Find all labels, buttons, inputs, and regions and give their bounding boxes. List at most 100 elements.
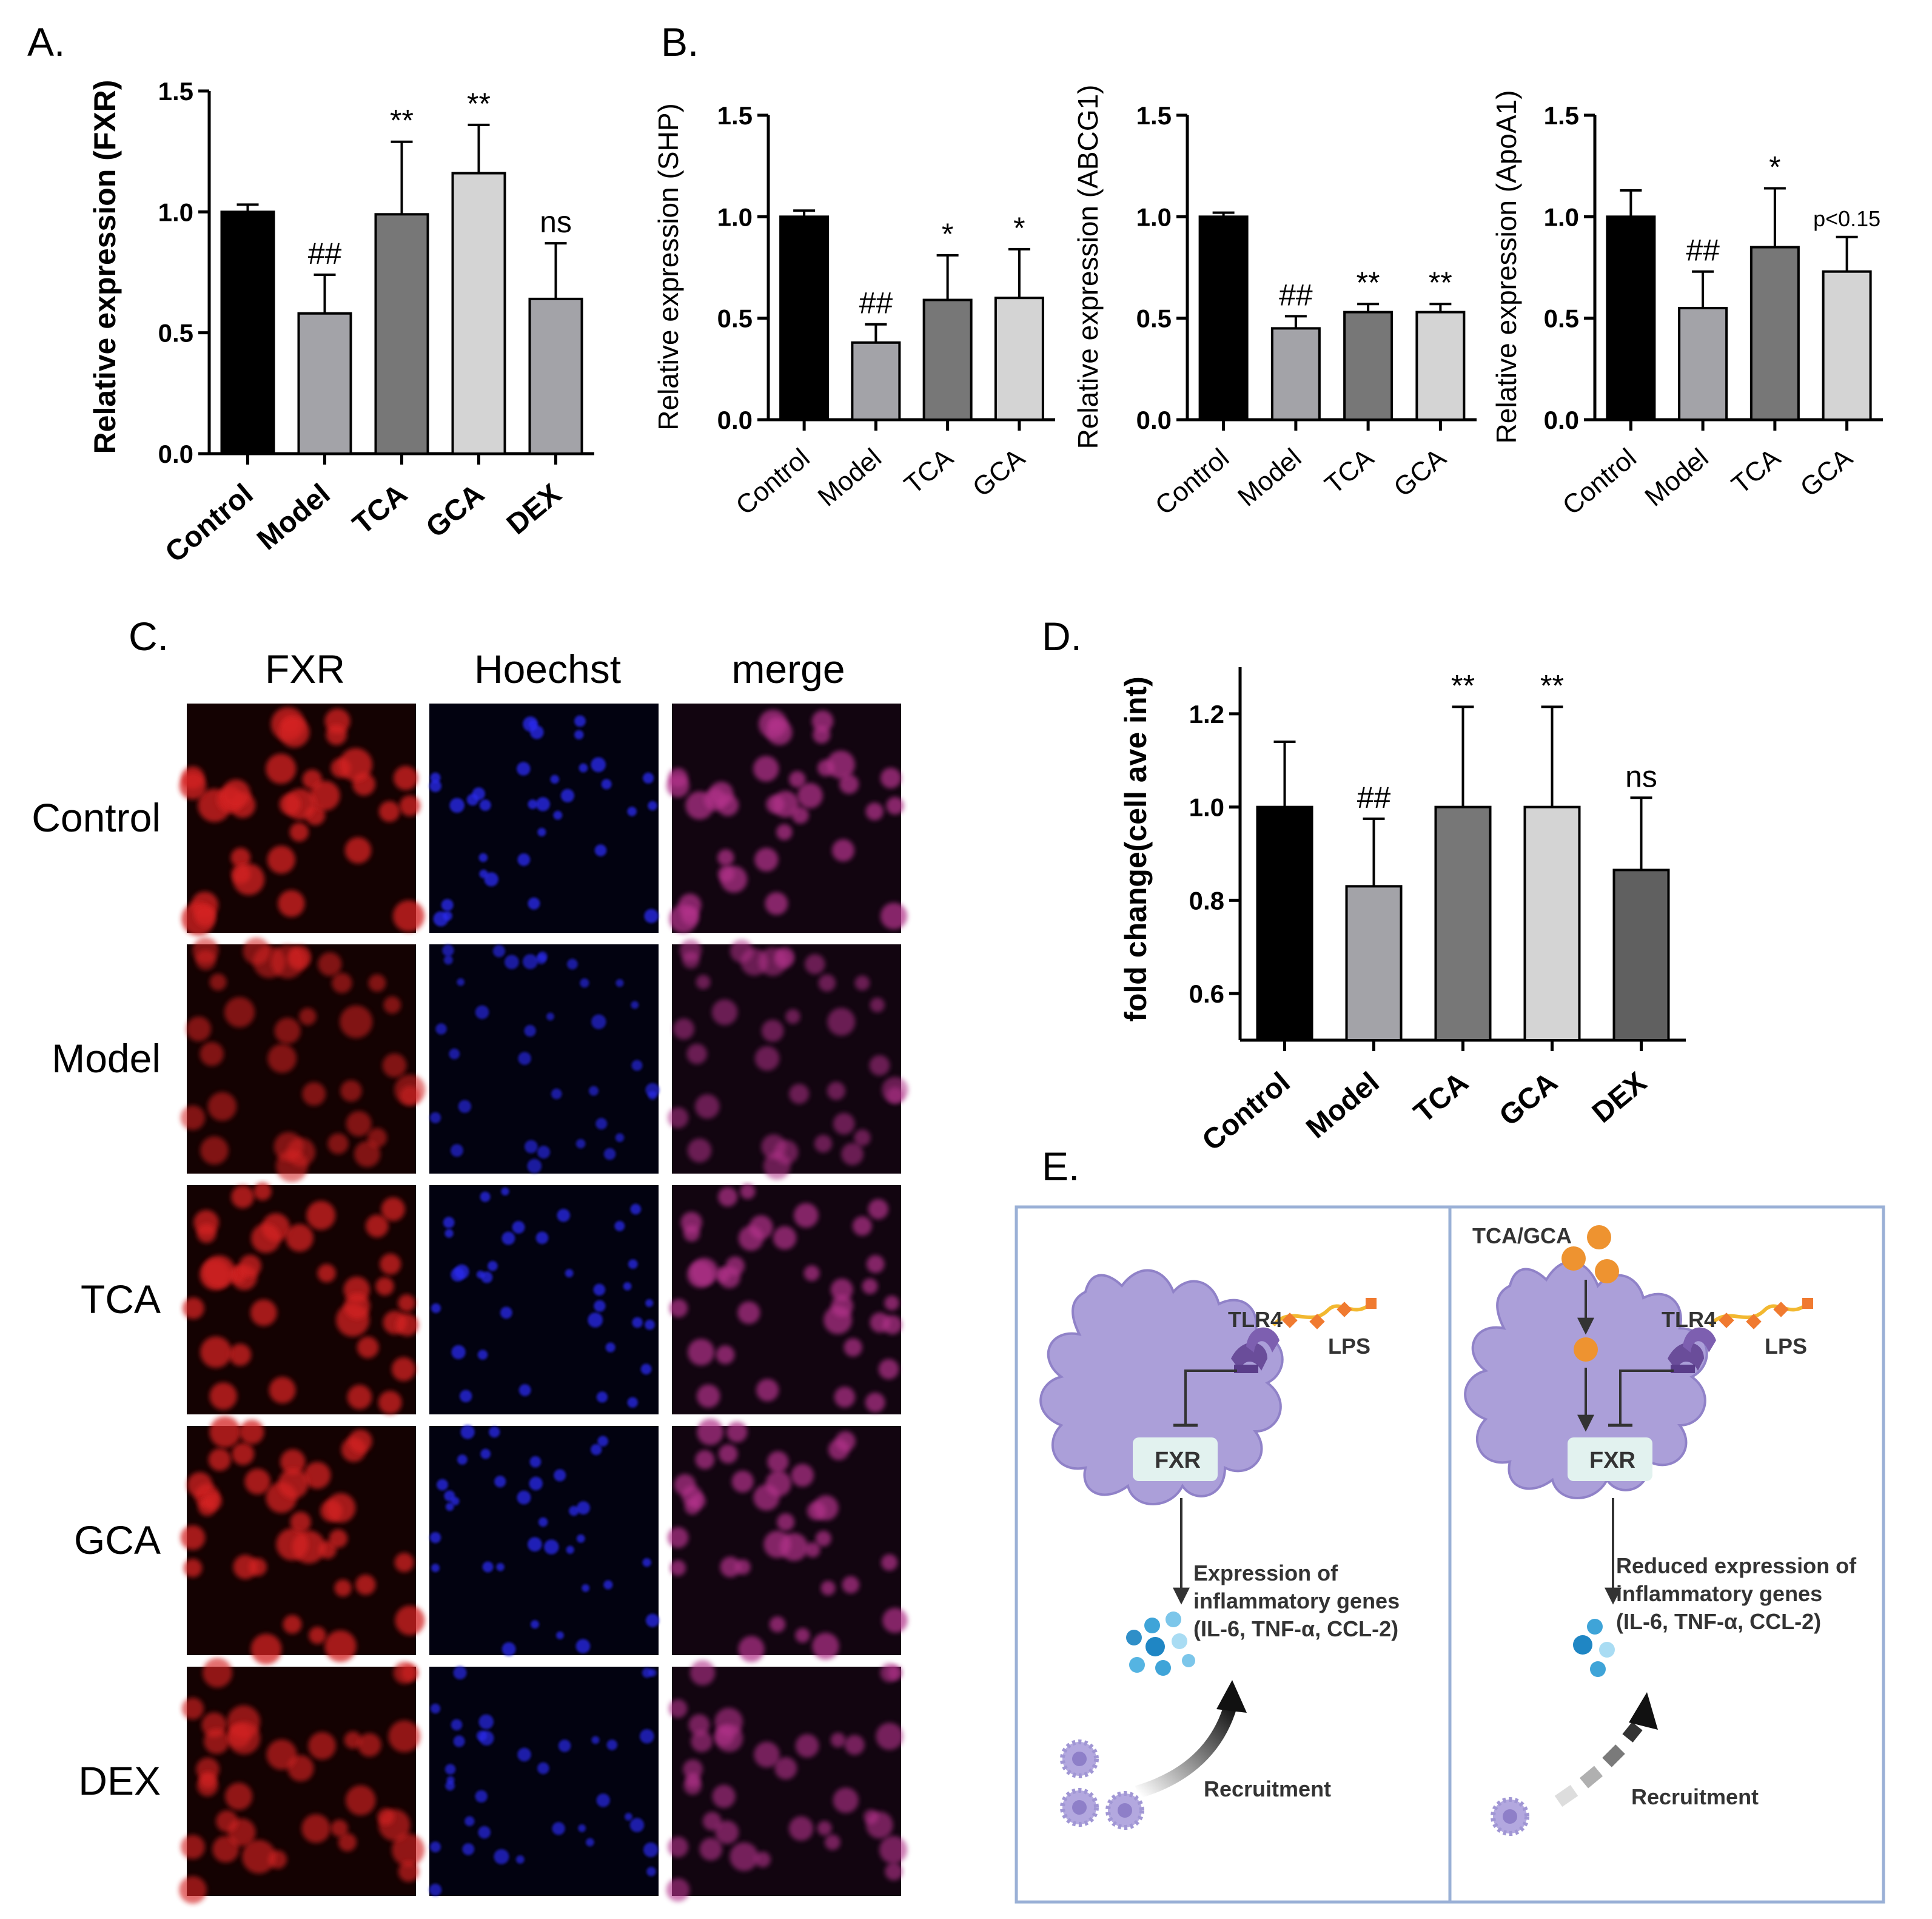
bar-tca (374, 213, 429, 455)
microscopy-image (183, 1182, 419, 1414)
y-tick-label: 1.0 (1189, 793, 1224, 822)
significance-label: ns (540, 205, 572, 239)
category-label: Control (1150, 443, 1235, 521)
bar-dex (528, 297, 583, 455)
category-label: Control (1557, 443, 1642, 521)
category-label: Model (1232, 443, 1307, 513)
category-label: Model (1300, 1066, 1385, 1145)
panel-letter-e: E. (1042, 1144, 1079, 1189)
category-label: GCA (967, 443, 1031, 503)
bar-model (1270, 327, 1321, 422)
y-tick-label: 1.5 (1136, 101, 1172, 130)
y-axis-label: Relative expression (SHP) (652, 103, 684, 430)
significance-label: ## (1279, 278, 1313, 312)
fxr-box-left (1133, 1437, 1218, 1481)
microscopy-image (180, 1416, 425, 1665)
inhibition-arrow-left (1184, 1370, 1237, 1424)
y-tick-label: 0.8 (1189, 886, 1224, 915)
tlr4-receptor-right (1668, 1327, 1716, 1373)
bar-control (220, 210, 275, 455)
bar-tca (1434, 805, 1492, 1041)
category-label: TCA (1408, 1066, 1475, 1129)
category-label: DEX (501, 478, 568, 541)
significance-label: ** (1357, 266, 1380, 300)
panel-letter-d: D. (1042, 614, 1082, 659)
category-label: Model (813, 443, 887, 513)
microscopy-image (429, 1665, 659, 1897)
tlr4-receptor-left (1231, 1327, 1280, 1373)
y-tick-label: 1.5 (158, 77, 193, 106)
cytokines-left (1126, 1611, 1195, 1676)
bar-gca (1415, 311, 1466, 421)
y-axis-label: Relative expression (FXR) (88, 80, 122, 454)
panel-letter-b: B. (661, 19, 699, 64)
microscopy-image (666, 1660, 908, 1902)
bar-tca (1343, 311, 1394, 421)
y-tick-label: 1.0 (1544, 203, 1579, 231)
microscopy-image (180, 937, 426, 1182)
bar-model (851, 341, 901, 421)
microscopy-image (429, 944, 660, 1174)
y-tick-label: 0.0 (1136, 406, 1172, 434)
category-label: GCA (1388, 443, 1452, 503)
y-tick-label: 1.0 (717, 203, 753, 231)
expression-text-left-1: Expression of (1193, 1561, 1338, 1585)
category-label: GCA (1795, 443, 1859, 503)
y-tick-label: 0.5 (717, 304, 753, 333)
category-label: DEX (1586, 1066, 1653, 1129)
diagram-right-box (1448, 1205, 1885, 1904)
bar-dex (1612, 869, 1670, 1041)
microscopy-column-label: merge (731, 647, 845, 691)
microscopy-column-label: FXR (265, 647, 345, 691)
microscopy-image (669, 1183, 902, 1414)
category-label: TCA (1320, 443, 1380, 500)
chart-fold-change: 0.6 0.8 1.0 1.2 fold change(cell ave int) Con… (1119, 667, 1686, 1157)
bar-tca (922, 298, 973, 421)
category-label: Model (1639, 443, 1714, 513)
category-label: TCA (1726, 443, 1786, 500)
significance-label: ## (1686, 234, 1720, 267)
significance-label: ** (1451, 668, 1475, 702)
y-tick-label: 0.5 (1136, 304, 1172, 333)
bar-gca (451, 172, 506, 455)
mechanism-diagram: TLR4 LPS FXR Expression of inflammatory … (1015, 1205, 1885, 1904)
chart-apoa1-expression: 0.0 0.5 1.0 1.5 Relative expression (ApoA1) C… (1491, 90, 1883, 521)
y-axis-label: Relative expression (ApoA1) (1491, 90, 1522, 444)
category-label: Control (730, 443, 815, 521)
bar-gca (1523, 805, 1581, 1041)
y-tick-label: 1.2 (1189, 700, 1224, 728)
microscopy-row-label: Control (32, 795, 161, 840)
significance-label: ## (859, 286, 893, 320)
significance-label: ** (467, 87, 491, 121)
expression-text-right-1: Reduced expression of (1616, 1553, 1857, 1578)
immune-cells-right (1491, 1797, 1529, 1836)
immune-cells-left (1060, 1739, 1144, 1830)
microscopy-image (666, 704, 908, 933)
y-tick-label: 1.5 (1544, 101, 1579, 130)
microscopy-row-label: GCA (74, 1517, 161, 1562)
category-label: Model (251, 478, 336, 557)
lps-label-left: LPS (1328, 1334, 1370, 1359)
expression-text-left-2: inflammatory genes (1193, 1588, 1400, 1613)
bar-gca (994, 297, 1044, 422)
microscopy-row-label: Model (52, 1036, 161, 1081)
chart-shp-expression: 0.0 0.5 1.0 1.5 Relative expression (SHP) Con… (652, 101, 1055, 521)
significance-label: ** (1429, 266, 1452, 300)
fxr-label-left: FXR (1155, 1448, 1201, 1473)
macrophage-cell-left (1039, 1269, 1284, 1505)
bar-model (1345, 885, 1403, 1041)
bar-tca (1749, 246, 1800, 421)
chart-fxr-expression: 0.0 0.5 1.0 1.5 Relative expression (FXR) Con… (88, 77, 594, 569)
significance-label: ns (1625, 759, 1657, 793)
y-tick-label: 0.5 (158, 319, 193, 348)
microscopy-image (667, 1419, 908, 1662)
tlr4-label-right: TLR4 (1662, 1307, 1716, 1332)
expression-text-right-2: inflammatory genes (1616, 1581, 1822, 1606)
inhibition-arrow-right (1619, 1370, 1674, 1424)
panel-letter-a: A. (27, 19, 65, 64)
recruitment-label-left: Recruitment (1204, 1776, 1331, 1801)
y-tick-label: 0.5 (1544, 304, 1579, 333)
significance-label: ** (1540, 668, 1564, 702)
microscopy-image (429, 1185, 659, 1414)
